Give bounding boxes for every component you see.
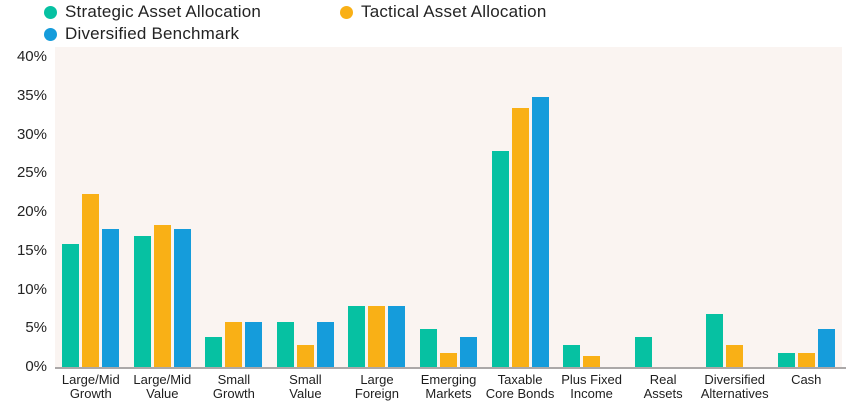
bar-group-small-value <box>270 47 342 368</box>
category-label-line: Growth <box>69 386 112 401</box>
category-label-line: Growth <box>212 386 255 401</box>
x-axis-line <box>55 367 846 369</box>
legend-label-benchmark: Diversified Benchmark <box>65 24 240 43</box>
category-label-line: Large/Mid <box>61 372 120 387</box>
bar-group-real-assets <box>627 47 699 368</box>
legend-item-benchmark: Diversified Benchmark <box>44 24 239 44</box>
category-label-line: Value <box>146 386 179 401</box>
category-label: Large Foreign <box>341 373 413 401</box>
category-label-line: Alternatives <box>700 386 769 401</box>
bar-strategic-asset-allocation <box>563 344 581 368</box>
category-label-line: Core Bonds <box>485 386 555 401</box>
bar-diversified-benchmark <box>388 306 406 368</box>
bar-group-cash <box>770 47 842 368</box>
bar-strategic-asset-allocation <box>276 321 294 368</box>
bar-diversified-benchmark <box>460 337 477 368</box>
category-label: Real Assets <box>627 373 699 401</box>
bar-diversified-benchmark <box>817 329 835 368</box>
y-tick-label: 35% <box>16 86 47 104</box>
bar-strategic-asset-allocation <box>634 337 652 368</box>
category-label-line: Real <box>649 372 677 387</box>
bar-group-large-mid-growth <box>55 47 127 368</box>
bar-strategic-asset-allocation <box>62 244 80 368</box>
category-label-line: Value <box>289 386 322 401</box>
category-label-line: Small <box>217 372 251 387</box>
legend-swatch-strategic-icon <box>44 5 57 19</box>
bar-group-large-mid-value <box>127 47 199 368</box>
bar-tactical-asset-allocation <box>225 321 243 368</box>
bar-tactical-asset-allocation <box>82 193 100 368</box>
bar-group-small-growth <box>198 47 270 368</box>
category-label: Taxable Core Bonds <box>484 373 556 401</box>
bar-tactical-asset-allocation <box>797 352 815 368</box>
bar-tactical-asset-allocation <box>583 356 601 368</box>
plot-area <box>55 47 842 368</box>
category-label-line: Markets <box>425 386 472 401</box>
category-label-line: Diversified <box>704 372 766 387</box>
category-label-line: Taxable <box>497 372 543 387</box>
y-tick-label: 30% <box>16 125 47 143</box>
legend-item-strategic: Strategic Asset Allocation <box>44 2 261 22</box>
y-tick-label: 25% <box>16 164 47 182</box>
bar-tactical-asset-allocation <box>153 224 171 368</box>
bar-strategic-asset-allocation <box>205 337 223 368</box>
category-label: Large/Mid Growth <box>55 373 127 401</box>
legend-swatch-tactical-icon <box>340 5 353 19</box>
bar-strategic-asset-allocation <box>491 151 509 368</box>
bar-diversified-benchmark <box>245 321 263 368</box>
bar-diversified-benchmark <box>316 321 334 368</box>
y-axis: 40% 35% 30% 25% 20% 15% 10% 5% 0% <box>0 0 47 402</box>
category-label: Large/Mid Value <box>127 373 199 401</box>
bar-strategic-asset-allocation <box>420 329 437 368</box>
y-tick-label: 10% <box>16 280 47 298</box>
legend-label-strategic: Strategic Asset Allocation <box>65 2 262 21</box>
y-tick-label: 40% <box>16 48 47 65</box>
y-tick-label: 0% <box>25 358 47 375</box>
category-label: Emerging Markets <box>413 373 485 401</box>
category-label-line: Income <box>570 386 613 401</box>
bar-tactical-asset-allocation <box>368 306 386 368</box>
bar-group-taxable-core-bonds <box>484 47 556 368</box>
category-label: Small Growth <box>198 373 270 401</box>
bar-tactical-asset-allocation <box>296 344 314 368</box>
category-label: Cash <box>770 373 842 401</box>
category-label-line: Large/Mid <box>133 372 192 387</box>
legend-label-tactical: Tactical Asset Allocation <box>361 2 547 21</box>
bar-tactical-asset-allocation <box>440 352 457 368</box>
category-label: Diversified Alternatives <box>699 373 771 401</box>
legend-item-tactical: Tactical Asset Allocation <box>340 2 546 22</box>
category-label-line: Assets <box>643 386 683 401</box>
category-label-line: Foreign <box>354 386 399 401</box>
legend-swatch-benchmark-icon <box>44 27 57 41</box>
bar-group-emerging-markets <box>413 47 485 368</box>
category-label: Small Value <box>270 373 342 401</box>
x-axis-labels: Large/Mid Growth Large/Mid Value Small Growth… <box>55 373 842 401</box>
category-label-line: Large <box>360 372 394 387</box>
bar-group-plus-fixed-income <box>556 47 628 368</box>
y-tick-label: 15% <box>16 241 47 259</box>
bar-group-diversified-alternatives <box>699 47 771 368</box>
bar-diversified-benchmark <box>531 96 549 368</box>
bar-strategic-asset-allocation <box>133 236 151 368</box>
bar-group-large-foreign <box>341 47 413 368</box>
bar-strategic-asset-allocation <box>777 352 795 368</box>
bar-tactical-asset-allocation <box>726 344 744 368</box>
y-tick-label: 20% <box>16 203 47 220</box>
category-label-line: Plus Fixed <box>561 372 622 387</box>
bar-strategic-asset-allocation <box>706 313 724 368</box>
category-label-line: Small <box>289 372 322 387</box>
bar-tactical-asset-allocation <box>511 108 529 368</box>
bar-diversified-benchmark <box>102 228 120 368</box>
category-label-line: Emerging <box>420 372 477 387</box>
y-tick-label: 5% <box>25 319 47 337</box>
category-label-line: Cash <box>791 372 822 387</box>
bar-diversified-benchmark <box>173 228 191 368</box>
bar-strategic-asset-allocation <box>348 306 366 368</box>
category-label: Plus Fixed Income <box>556 373 628 401</box>
